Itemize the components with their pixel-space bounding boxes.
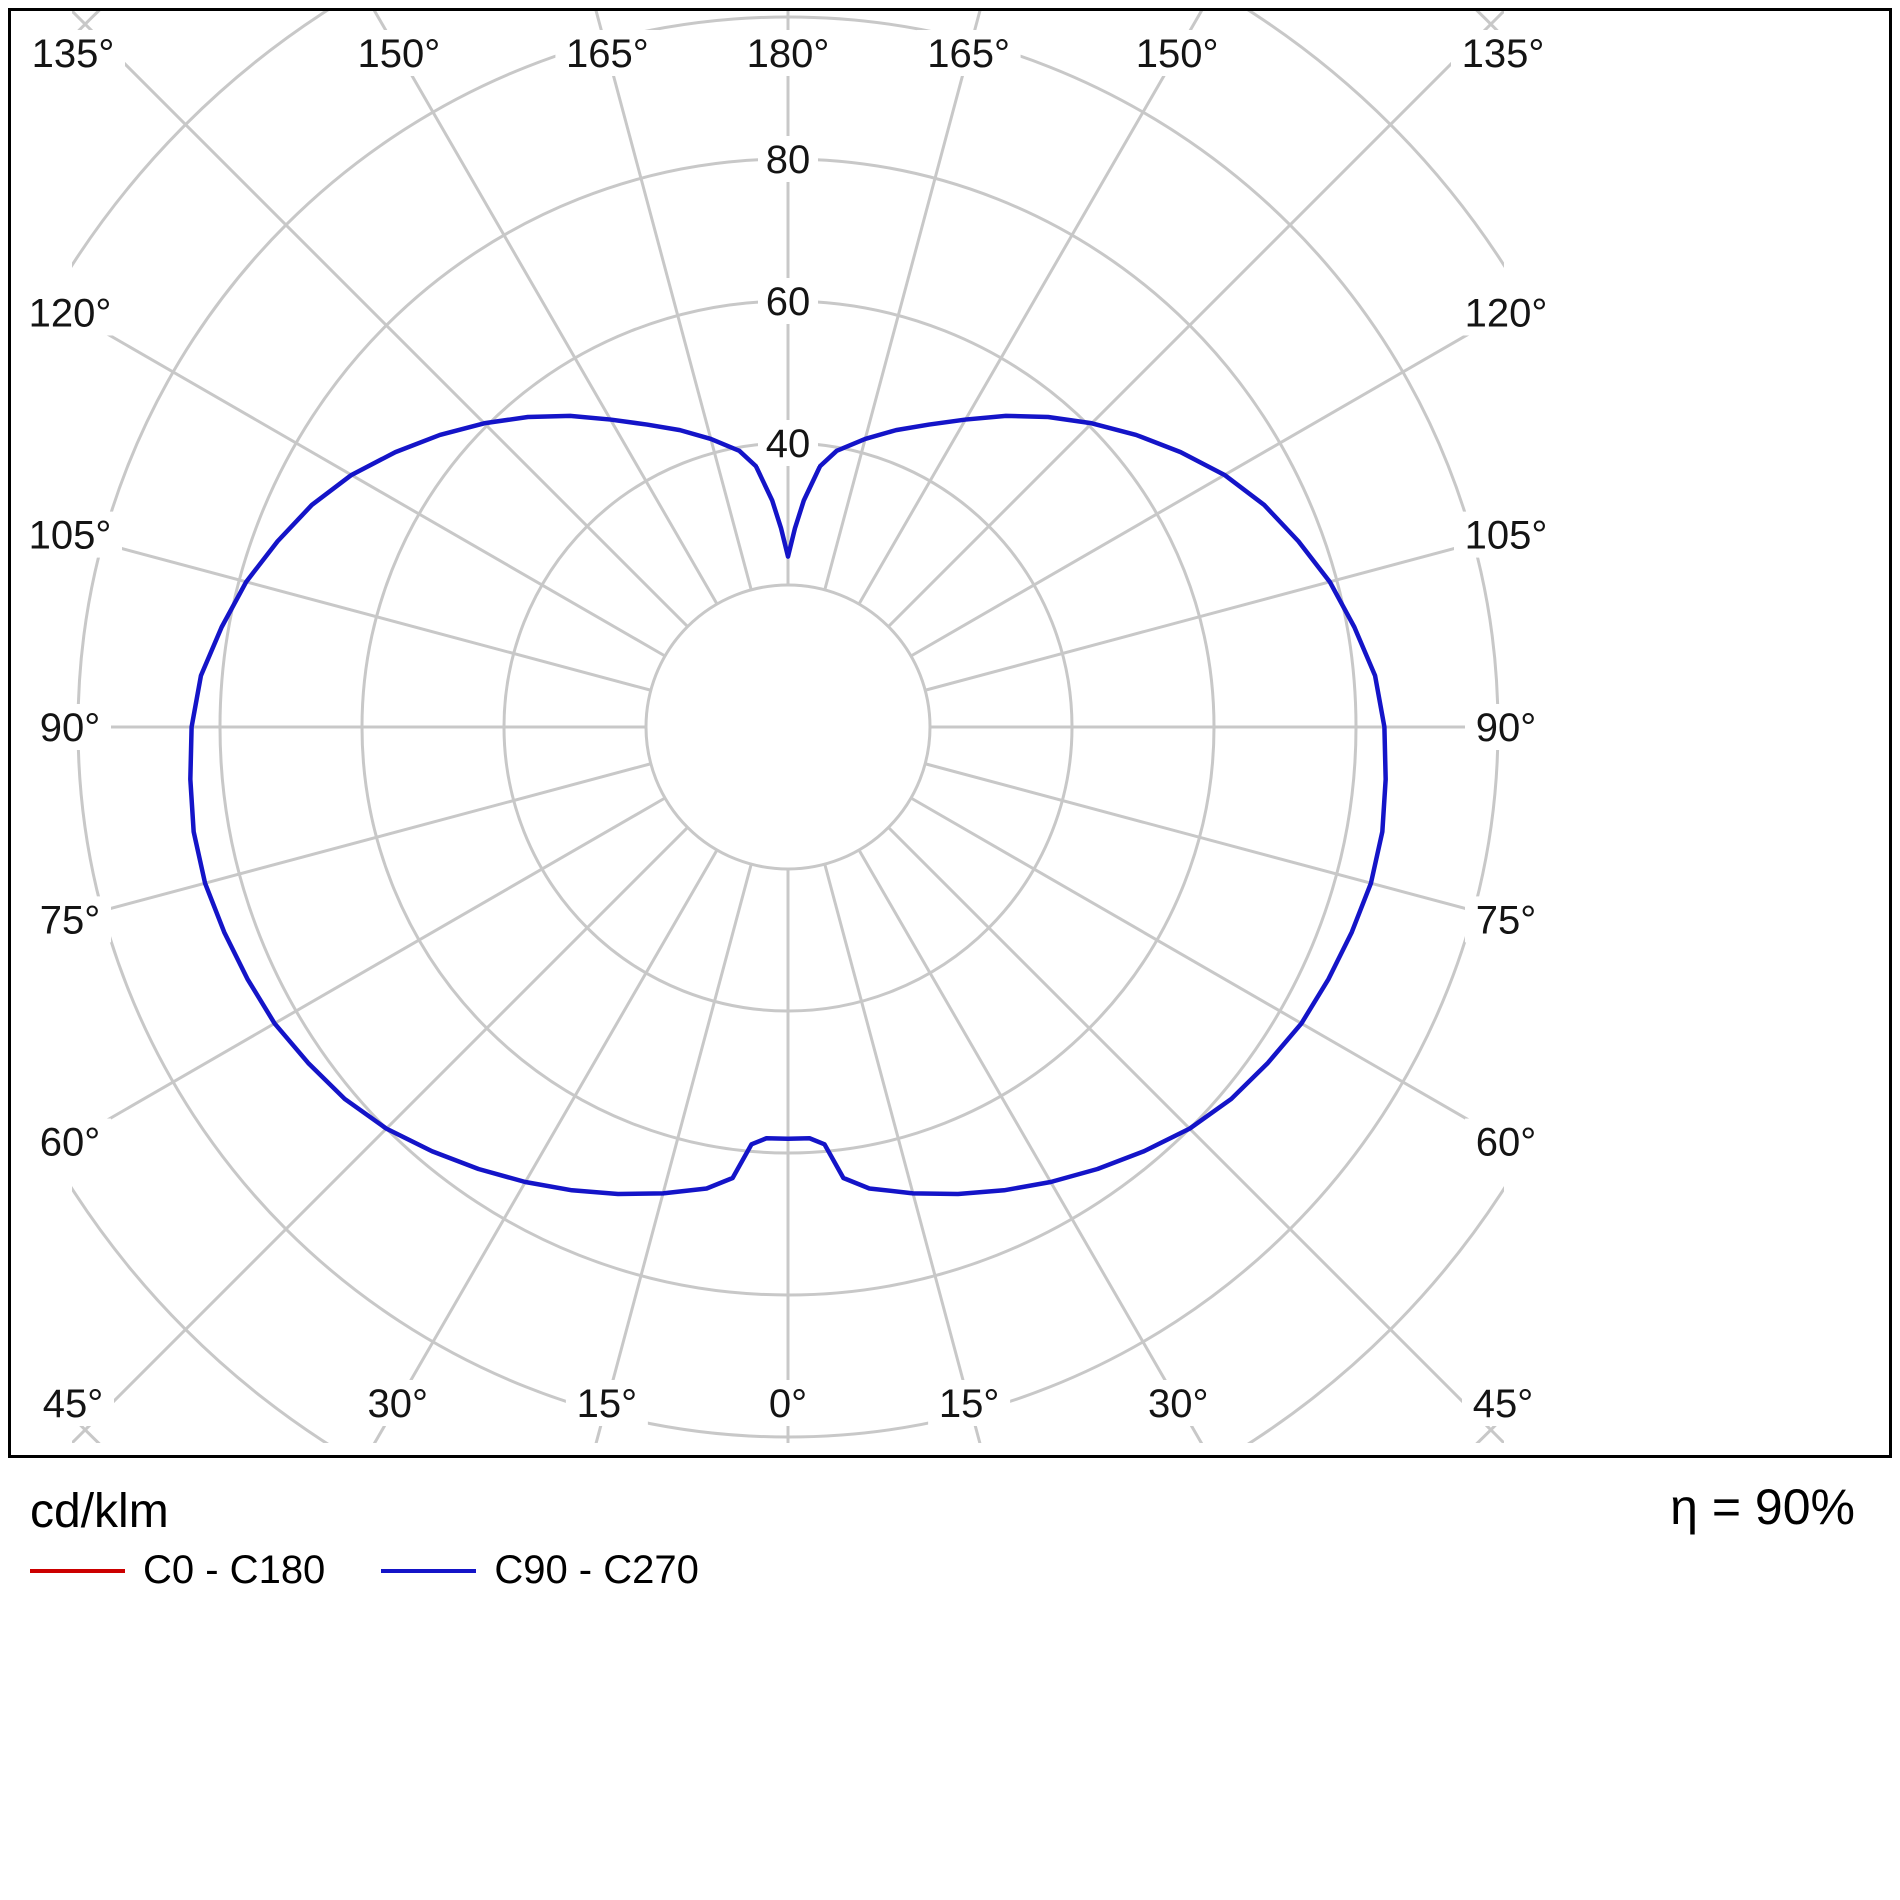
angle-tick-label: 120° bbox=[1465, 291, 1548, 335]
grid-ring bbox=[72, 11, 1504, 1443]
grid-ray bbox=[857, 11, 1204, 605]
angle-tick-label: 90° bbox=[1476, 706, 1537, 750]
angle-tick-label: 105° bbox=[29, 514, 112, 558]
angle-tick-label: 15° bbox=[577, 1382, 638, 1426]
c90-c270-line-swatch bbox=[381, 1568, 477, 1573]
grid-ray bbox=[72, 311, 666, 658]
angle-tick-label: 180° bbox=[747, 32, 830, 76]
legend-label-c90-c270: C90 - C270 bbox=[494, 1548, 699, 1592]
grid-ring bbox=[644, 583, 932, 871]
polar-chart: 40 60 80 0° 15° 15° 30° 30° 45° 45° 60° 60° 75° 75° 90… bbox=[18, 11, 1558, 1443]
c90-c270-curve bbox=[188, 413, 1388, 1197]
angle-tick-label: 135° bbox=[1462, 32, 1545, 76]
legend: C0 - C180 C90 - C270 bbox=[30, 1548, 699, 1593]
radial-tick-label: 40 bbox=[766, 422, 811, 466]
grid-ray bbox=[72, 796, 666, 1143]
grid-ray bbox=[924, 762, 1504, 921]
angle-tick-label: 165° bbox=[927, 32, 1010, 76]
grid-ray bbox=[372, 849, 719, 1443]
radial-tick-label: 60 bbox=[766, 280, 811, 324]
grid-ray bbox=[924, 533, 1504, 692]
angle-tick-label: 135° bbox=[32, 32, 115, 76]
angle-tick-label: 60° bbox=[1476, 1121, 1537, 1165]
angle-tick-label: 120° bbox=[29, 291, 112, 335]
angle-tick-label: 0° bbox=[769, 1382, 807, 1426]
c0-c180-line-swatch bbox=[30, 1568, 125, 1573]
angle-tick-label: 150° bbox=[1136, 32, 1219, 76]
angle-tick-label: 15° bbox=[939, 1382, 1000, 1426]
angle-tick-label: 105° bbox=[1465, 514, 1548, 558]
angle-tick-label: 30° bbox=[367, 1382, 428, 1426]
grid-ray bbox=[72, 826, 689, 1443]
grid-ray bbox=[910, 796, 1504, 1143]
angle-tick-label: 75° bbox=[1476, 898, 1537, 942]
polar-diagram-box: 40 60 80 0° 15° 15° 30° 30° 45° 45° 60° 60° 75° 75° 90… bbox=[8, 8, 1892, 1458]
grid-ray bbox=[372, 11, 719, 605]
units-label: cd/klm bbox=[30, 1485, 169, 1538]
angle-tick-label: 45° bbox=[43, 1382, 104, 1426]
angle-tick-label: 90° bbox=[40, 706, 101, 750]
angle-tick-label: 30° bbox=[1148, 1382, 1209, 1426]
grid-ray bbox=[594, 863, 753, 1443]
legend-label-c0-c180: C0 - C180 bbox=[143, 1548, 326, 1592]
legend-item-c90-c270: C90 - C270 bbox=[381, 1548, 699, 1593]
radial-tick-label: 80 bbox=[766, 138, 811, 182]
angle-tick-label: 45° bbox=[1473, 1382, 1534, 1426]
grid-ray bbox=[823, 11, 982, 591]
angle-tick-label: 150° bbox=[357, 32, 440, 76]
polar-grid bbox=[72, 11, 1504, 1443]
efficiency-label: η = 90% bbox=[1670, 1479, 1855, 1535]
grid-ray bbox=[72, 11, 689, 628]
grid-ray bbox=[857, 849, 1204, 1443]
grid-ray bbox=[887, 11, 1504, 628]
angle-tick-label: 60° bbox=[40, 1121, 101, 1165]
grid-ray bbox=[594, 11, 753, 591]
angle-tick-label: 75° bbox=[40, 898, 101, 942]
legend-item-c0-c180: C0 - C180 bbox=[30, 1548, 325, 1593]
grid-ray bbox=[72, 533, 652, 692]
grid-ray bbox=[823, 863, 982, 1443]
grid-ray bbox=[910, 311, 1504, 658]
angle-tick-label: 165° bbox=[566, 32, 649, 76]
grid-ray bbox=[72, 762, 652, 921]
grid-ray bbox=[887, 826, 1504, 1443]
